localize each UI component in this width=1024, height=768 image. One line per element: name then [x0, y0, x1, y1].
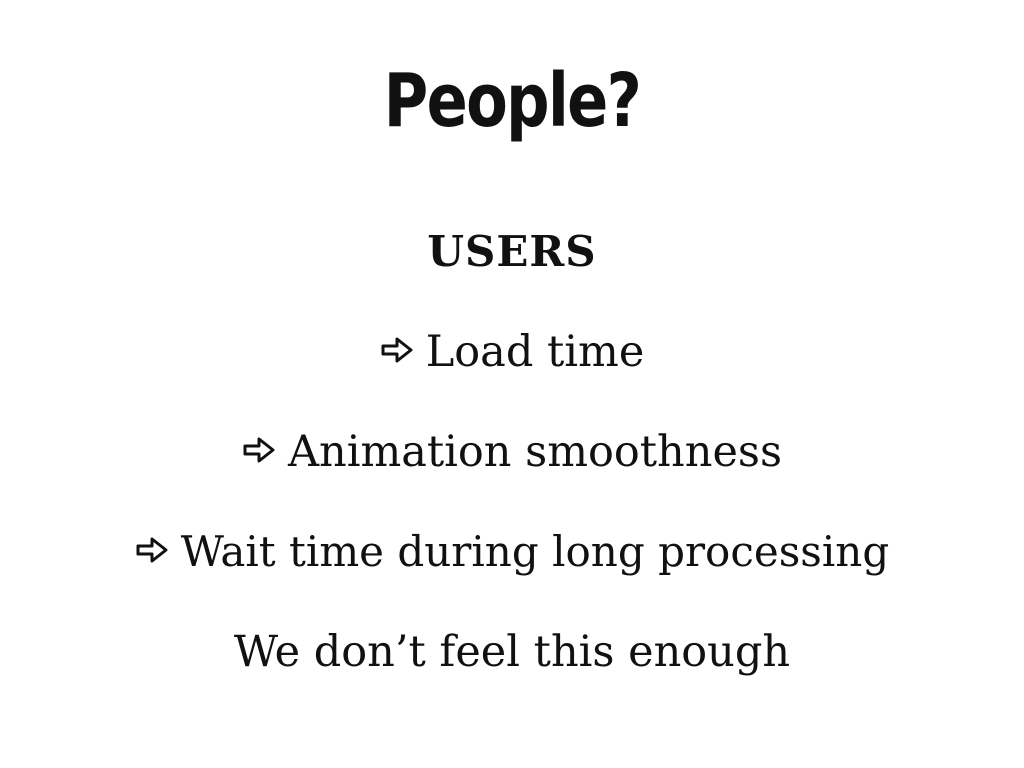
slide-title: People? — [383, 58, 642, 144]
bullet-item: Wait time during long processing — [0, 522, 1024, 582]
closing-statement: We don’t feel this enough — [233, 627, 791, 677]
bullet-text: Animation smoothness — [287, 427, 783, 477]
slide-subtitle: USERS — [427, 227, 597, 276]
bullet-item: Animation smoothness — [0, 422, 1024, 482]
bullet-text: Load time — [425, 327, 645, 377]
bullet-item: Load time — [0, 322, 1024, 382]
right-arrow-icon — [243, 437, 275, 463]
right-arrow-icon — [381, 337, 413, 363]
bullet-text: Wait time during long processing — [180, 527, 890, 576]
right-arrow-icon — [136, 537, 168, 563]
